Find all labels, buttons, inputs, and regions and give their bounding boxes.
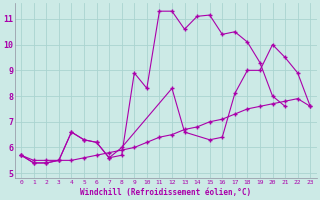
X-axis label: Windchill (Refroidissement éolien,°C): Windchill (Refroidissement éolien,°C) — [80, 188, 251, 197]
